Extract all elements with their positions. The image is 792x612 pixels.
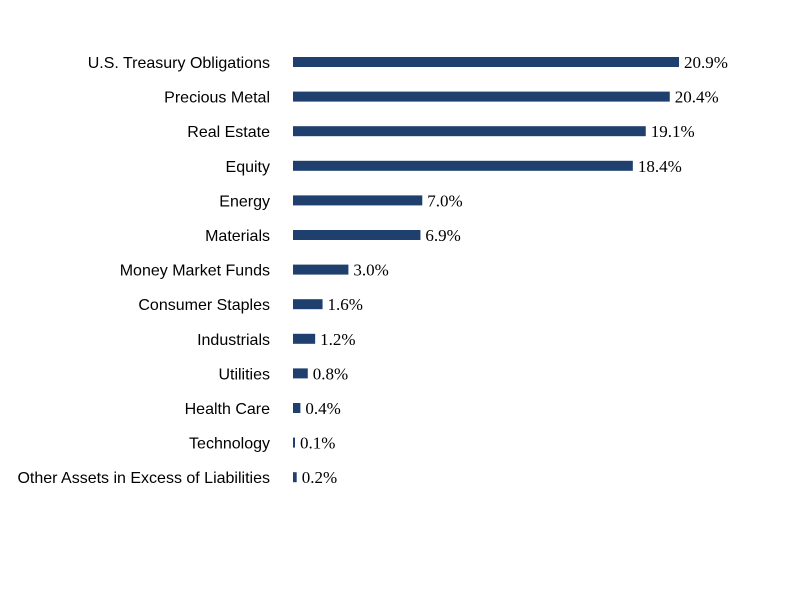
category-label: Health Care — [185, 401, 270, 418]
value-label: 0.2% — [302, 468, 337, 487]
bar — [293, 403, 301, 413]
value-label: 6.9% — [425, 226, 460, 245]
value-label: 18.4% — [638, 157, 682, 176]
value-label: 19.1% — [651, 122, 695, 141]
value-label: 20.9% — [684, 53, 728, 72]
bar — [293, 126, 646, 137]
value-label: 0.1% — [300, 434, 335, 453]
category-label: Industrials — [197, 332, 270, 349]
category-label: Equity — [226, 159, 270, 176]
bar — [293, 230, 421, 240]
value-label: 3.0% — [353, 261, 388, 280]
bar — [293, 195, 423, 206]
bar — [293, 299, 323, 310]
value-label: 1.2% — [320, 330, 355, 349]
category-label: U.S. Treasury Obligations — [88, 55, 270, 72]
category-label: Precious Metal — [164, 90, 270, 107]
bar — [293, 472, 297, 483]
category-label: Materials — [205, 228, 270, 245]
value-label: 0.4% — [305, 399, 340, 418]
value-label: 0.8% — [313, 364, 348, 383]
value-label: 7.0% — [427, 191, 462, 210]
bar — [293, 91, 670, 102]
bars-layer — [293, 57, 679, 483]
bar — [293, 368, 308, 379]
value-label: 1.6% — [328, 295, 363, 314]
category-label: Other Assets in Excess of Liabilities — [17, 470, 270, 487]
labels-layer: U.S. Treasury Obligations 20.9% Precious M… — [17, 53, 727, 487]
category-label: Energy — [219, 193, 270, 210]
category-label: Utilities — [218, 366, 270, 383]
bar — [293, 333, 316, 344]
category-label: Real Estate — [187, 124, 270, 141]
bar — [293, 160, 633, 171]
bar — [293, 437, 295, 448]
category-label: Consumer Staples — [138, 297, 270, 314]
value-label: 20.4% — [675, 88, 719, 107]
bar — [293, 264, 349, 275]
category-label: Money Market Funds — [120, 263, 270, 280]
category-label: Technology — [189, 436, 270, 453]
bar — [293, 57, 679, 67]
